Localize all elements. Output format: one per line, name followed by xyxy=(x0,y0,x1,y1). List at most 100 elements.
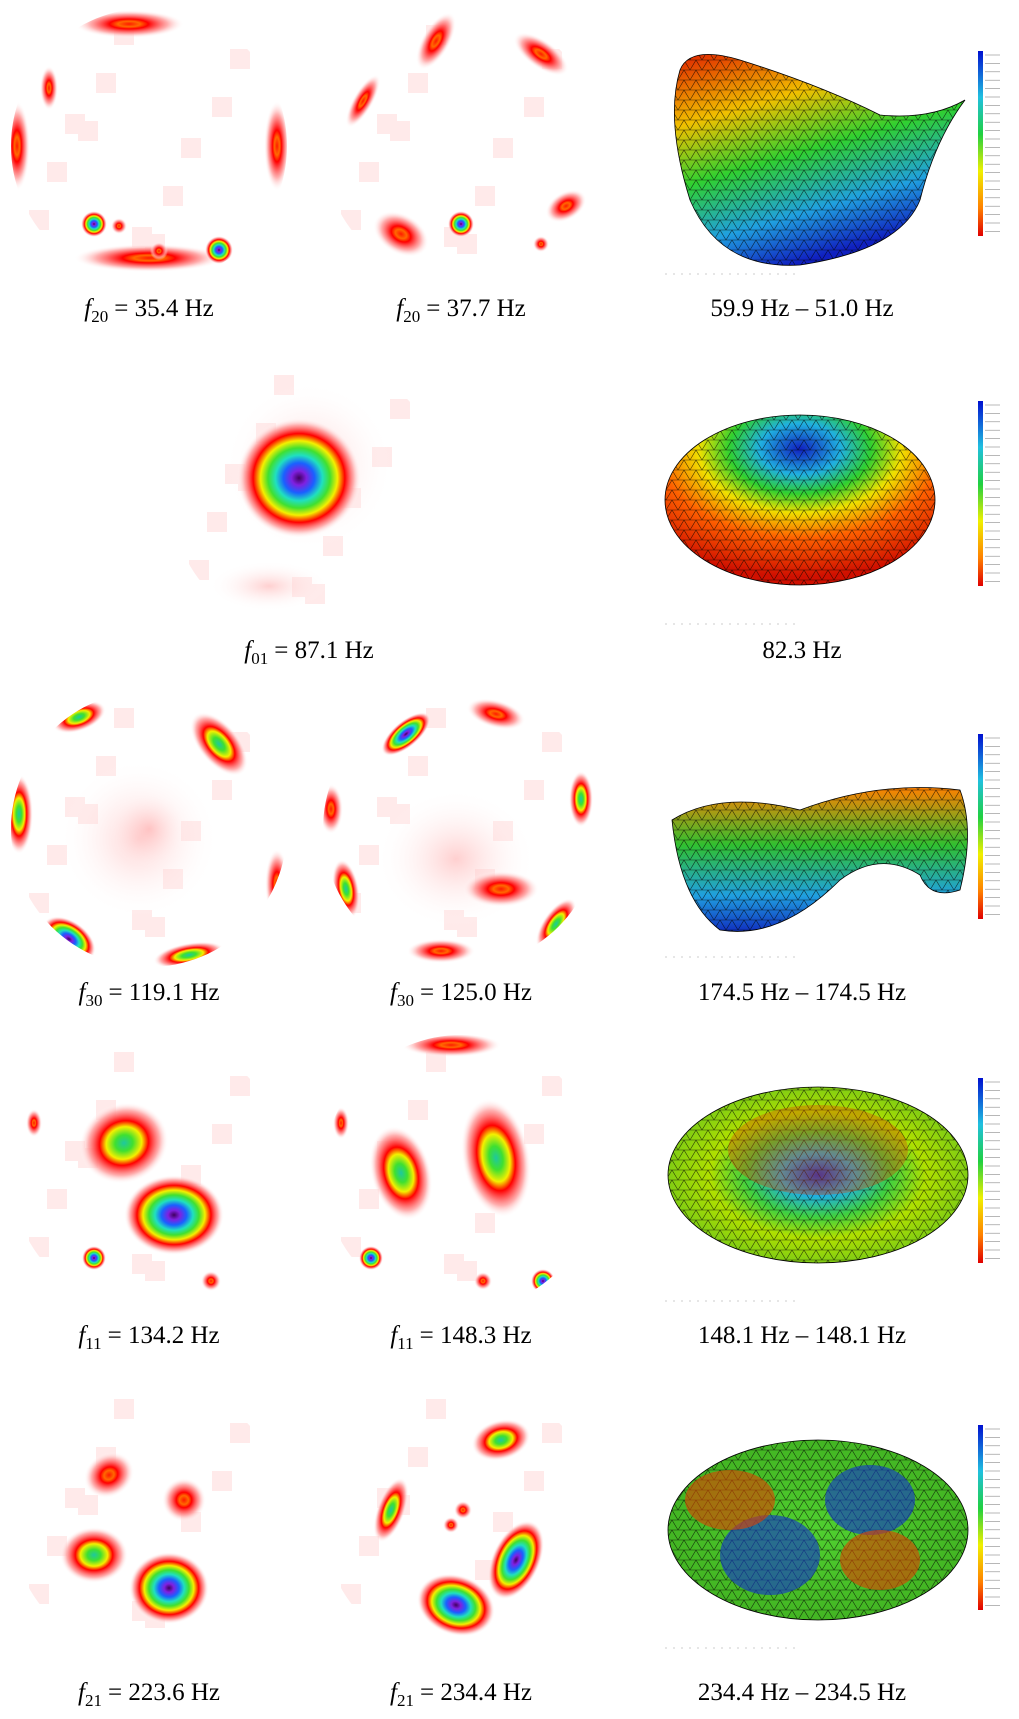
caption: f01 = 87.1 Hz xyxy=(244,637,373,668)
hot-spot xyxy=(407,939,475,963)
heatmap-pixel xyxy=(29,893,49,913)
hot-spot xyxy=(129,1552,209,1624)
hot-spot xyxy=(373,211,429,257)
fem-lobe xyxy=(685,1470,775,1530)
hot-spot xyxy=(454,1501,472,1519)
caption-value: = 87.1 Hz xyxy=(274,637,374,664)
caption-value: = 35.4 Hz xyxy=(114,295,214,322)
hot-spot xyxy=(545,189,587,223)
heatmap-pixel xyxy=(96,73,116,93)
caption-symbol: f xyxy=(390,1322,400,1349)
caption-subscript: 21 xyxy=(397,1691,414,1710)
caption: f30 = 119.1 Hz xyxy=(78,979,219,1010)
heatmap-pixel xyxy=(163,186,183,206)
heatmap-pixel xyxy=(248,1278,268,1298)
heatmap-pixel xyxy=(47,1189,67,1209)
hot-spot xyxy=(417,1573,495,1637)
heatmap-pixel xyxy=(47,162,67,182)
caption: f20 = 37.7 Hz xyxy=(396,295,525,326)
heatmap-pixel xyxy=(493,1512,513,1532)
hot-spot xyxy=(111,218,127,234)
hot-spot xyxy=(150,242,168,260)
colorbar xyxy=(978,1078,983,1263)
hot-spot xyxy=(448,211,474,237)
heatmap-pixel xyxy=(444,1254,464,1274)
heatmap-pixel xyxy=(323,691,343,711)
heatmap-pixel xyxy=(212,97,232,117)
heatmap xyxy=(323,8,599,284)
heatmap-pixel xyxy=(230,1076,250,1096)
caption-subscript: 30 xyxy=(85,991,102,1010)
caption: f20 = 35.4 Hz xyxy=(84,295,213,326)
sim-caption: 174.5 Hz – 174.5 Hz xyxy=(698,979,906,1006)
hot-spot xyxy=(535,898,577,950)
heatmap-pixel xyxy=(377,114,397,134)
caption: f21 = 223.6 Hz xyxy=(78,1679,220,1710)
heatmap-pixel xyxy=(426,1052,446,1072)
hot-spot xyxy=(237,418,361,538)
heatmap xyxy=(323,1035,599,1311)
caption: f11 = 148.3 Hz xyxy=(390,1322,531,1353)
hot-spot xyxy=(474,1272,492,1290)
hot-spot xyxy=(124,1175,224,1255)
heatmap-pixel xyxy=(542,1423,562,1443)
heatmap-pixel xyxy=(171,358,191,378)
caption-subscript: 21 xyxy=(85,1691,102,1710)
heatmap-pixel xyxy=(212,1124,232,1144)
sim-caption: 82.3 Hz xyxy=(762,637,841,664)
hot-spot xyxy=(109,789,189,869)
hot-spot xyxy=(60,1527,128,1583)
heatmap-pixel xyxy=(29,1237,49,1257)
heatmap-pixel xyxy=(341,1584,361,1604)
heatmap-pixel xyxy=(408,73,428,93)
heatmap-pixel xyxy=(29,210,49,230)
hot-spot xyxy=(162,1478,206,1522)
heatmap-pixel xyxy=(524,1471,544,1491)
hot-spot xyxy=(376,789,536,929)
colorbar xyxy=(978,401,983,586)
hot-spot xyxy=(26,1109,42,1137)
heatmap-pixel xyxy=(560,934,580,954)
hot-spot xyxy=(81,211,107,237)
colorbar xyxy=(978,51,983,236)
heatmap-pixel xyxy=(11,8,31,28)
heatmap-pixel xyxy=(189,560,209,580)
caption: f30 = 125.0 Hz xyxy=(390,979,532,1010)
caption-symbol: f xyxy=(84,295,94,322)
fem-mesh xyxy=(667,1086,969,1264)
heatmap-pixel xyxy=(207,512,227,532)
fem-lobe xyxy=(728,1105,908,1195)
heatmap-pixel xyxy=(341,1237,361,1257)
caption: f21 = 234.4 Hz xyxy=(390,1679,532,1710)
hot-spot xyxy=(11,101,30,191)
caption-subscript: 30 xyxy=(397,991,414,1010)
heatmap-pixel xyxy=(248,251,268,271)
heatmap xyxy=(11,1035,287,1311)
heatmap-pixel xyxy=(323,1035,343,1055)
heatmap-pixel xyxy=(408,601,428,621)
heatmap-pixel xyxy=(359,1189,379,1209)
heatmap-pixel xyxy=(323,8,343,28)
caption-symbol: f xyxy=(78,979,88,1006)
heatmap-pixel xyxy=(341,210,361,230)
heatmap xyxy=(323,1382,599,1658)
heatmap-pixel xyxy=(65,1488,85,1508)
heatmap-pixel xyxy=(408,1447,428,1467)
heatmap-pixel xyxy=(426,1399,446,1419)
hot-spot xyxy=(265,849,287,919)
heatmap-pixel xyxy=(560,251,580,271)
heatmap-pixel xyxy=(230,1423,250,1443)
heatmap-pixel xyxy=(248,934,268,954)
heatmap-pixel xyxy=(323,1382,343,1402)
fem-lobe xyxy=(825,1465,915,1535)
caption-value: = 119.1 Hz xyxy=(108,979,219,1006)
hot-spot xyxy=(323,784,343,834)
heatmap-pixel xyxy=(426,708,446,728)
hot-spot xyxy=(487,1520,545,1600)
hot-spot xyxy=(401,1035,501,1057)
heatmap xyxy=(323,691,599,967)
heatmap-pixel xyxy=(29,1584,49,1604)
heatmap-pixel xyxy=(230,49,250,69)
hot-spot xyxy=(11,774,33,854)
